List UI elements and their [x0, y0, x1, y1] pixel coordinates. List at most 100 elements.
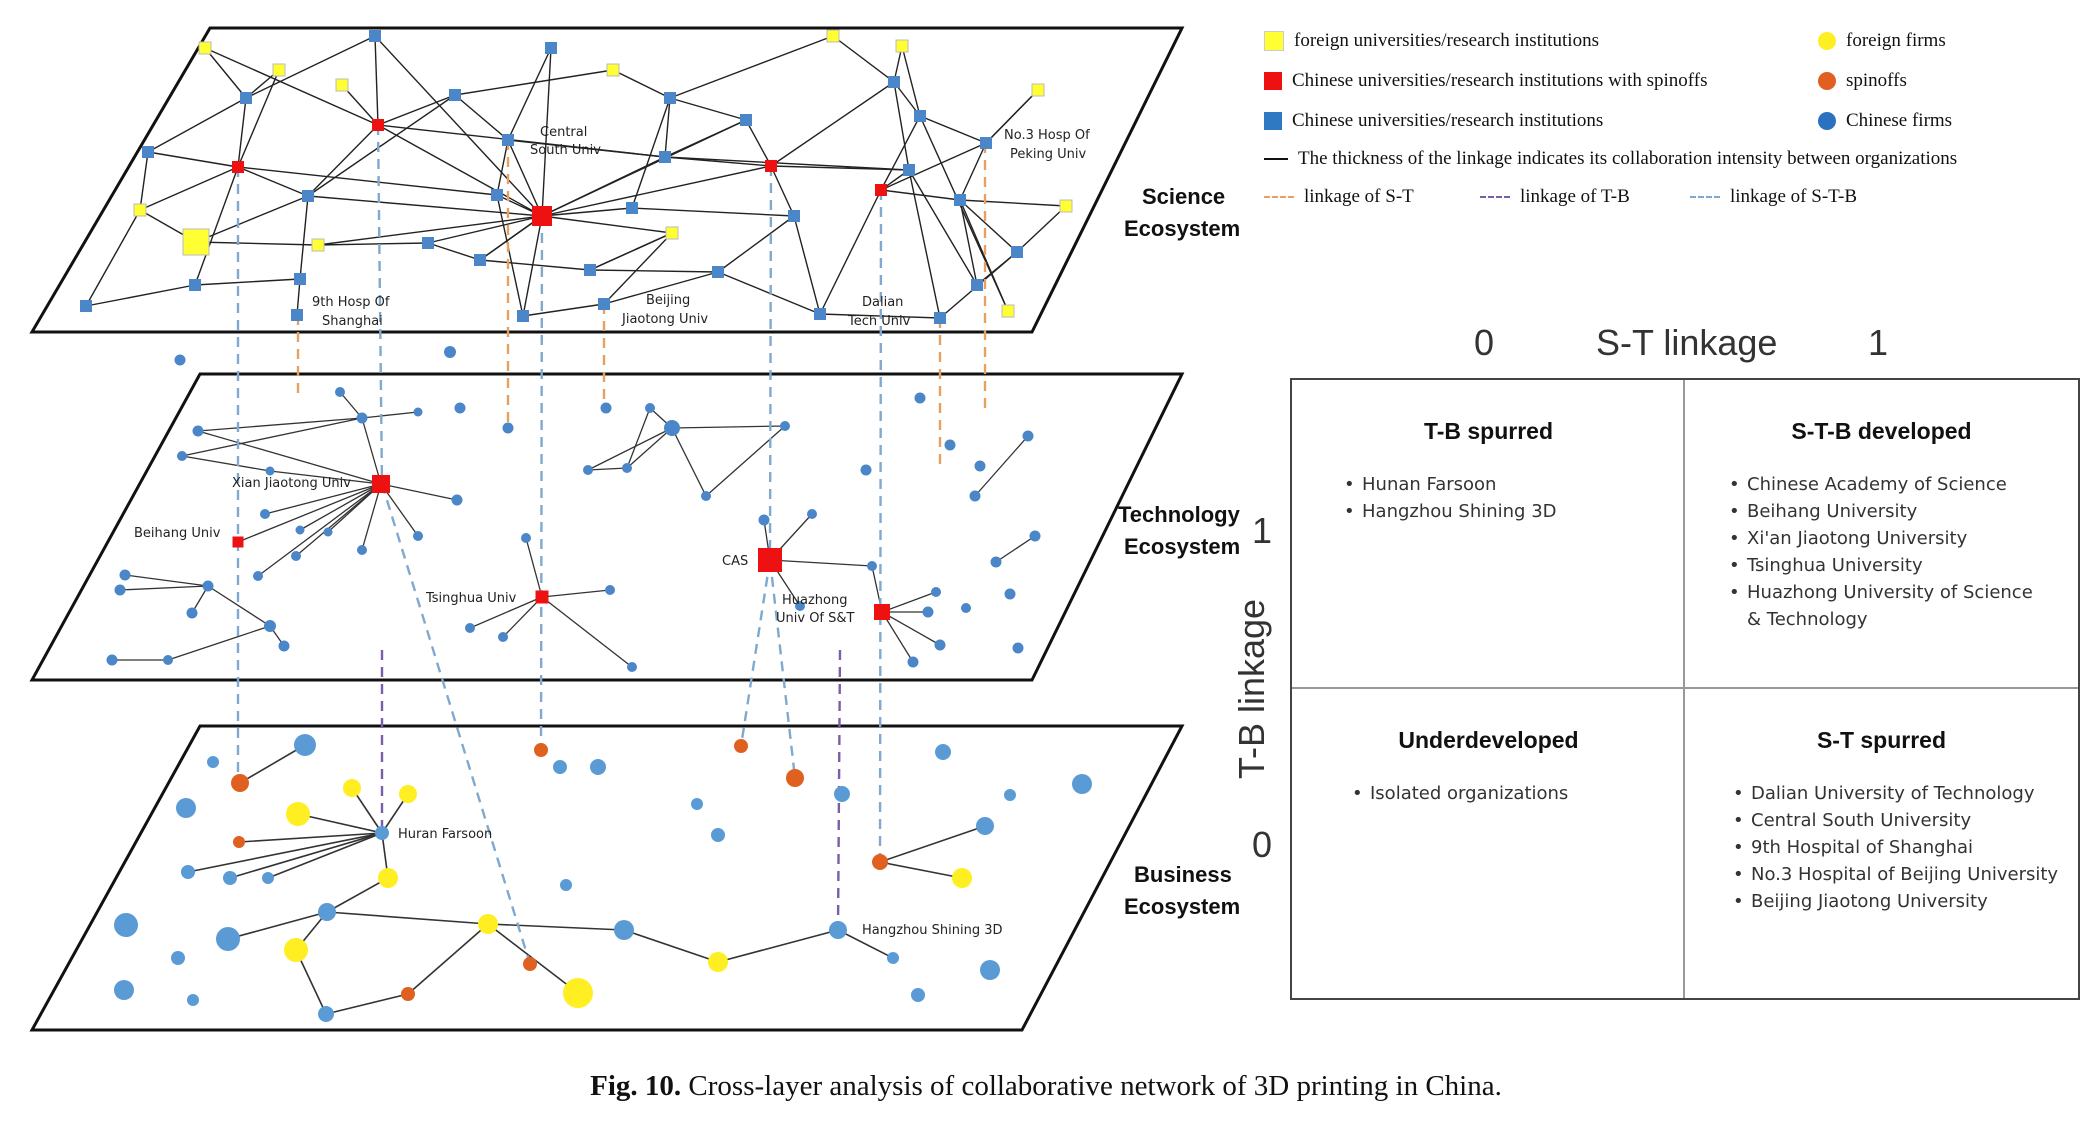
science-edge: [541, 47, 552, 217]
red-square-icon: [1264, 72, 1282, 90]
label-peking-hosp-1: No.3 Hosp Of: [1004, 128, 1090, 143]
technology-node: [1022, 430, 1034, 442]
science-edge: [507, 47, 552, 141]
business-node: [478, 914, 498, 934]
legend-chinese-firms-text: Chinese firms: [1846, 110, 1953, 131]
science-edge: [589, 232, 673, 271]
technology-ecosystem-label-2: Ecosystem: [1124, 534, 1240, 559]
cross-layer-link-stb: [376, 124, 384, 485]
business-edge: [351, 787, 383, 834]
cross-layer-links: [236, 124, 987, 965]
technology-edge: [207, 585, 271, 627]
business-edge: [407, 923, 489, 995]
label-dalian-1: Dalian: [862, 295, 903, 310]
science-edge: [819, 189, 882, 315]
science-node: [372, 119, 384, 131]
science-edge: [959, 199, 1009, 312]
technology-node: [202, 580, 214, 592]
blue-circle-icon: [1818, 112, 1836, 130]
business-edge: [717, 929, 839, 963]
science-edge: [377, 124, 666, 158]
business-node: [318, 903, 336, 921]
technology-node: [907, 656, 919, 668]
science-node: [903, 164, 915, 176]
science-node: [517, 310, 529, 322]
cross-layer-link-stb: [768, 559, 797, 779]
technology-node: [291, 551, 301, 561]
technology-node: [1029, 530, 1041, 542]
technology-node: [357, 545, 367, 555]
technology-edge: [361, 417, 382, 485]
technology-node: [177, 451, 187, 461]
technology-node: [990, 556, 1002, 568]
cell-st-spurred-title: S-T spurred: [1816, 727, 1947, 753]
business-node: [223, 871, 237, 885]
science-ecosystem-label-2: Ecosystem: [1124, 216, 1240, 241]
science-node: [740, 114, 752, 126]
technology-edge: [181, 455, 271, 472]
technology-node: [498, 632, 508, 642]
science-node: [545, 42, 557, 54]
legend-chinese-univ-spinoff: Chinese universities/research institutio…: [1264, 70, 1708, 92]
cell-underdeveloped-list: Isolated organizations: [1292, 780, 1685, 807]
science-edge: [427, 242, 481, 261]
science-edge: [770, 81, 895, 167]
science-edge: [832, 35, 895, 83]
list-item: Isolated organizations: [1352, 780, 1685, 807]
technology-edge: [502, 596, 543, 638]
legend-spinoffs-text: spinoffs: [1846, 70, 1907, 91]
technology-edge: [769, 559, 873, 567]
business-edge: [227, 911, 328, 940]
technology-node: [874, 604, 890, 620]
technology-node: [807, 509, 817, 519]
business-edge: [487, 923, 625, 931]
legend-thickness-note-text: The thickness of the linkage indicates i…: [1298, 148, 1958, 169]
business-node: [911, 988, 925, 1002]
business-node: [1004, 789, 1016, 801]
science-node: [502, 134, 514, 146]
technology-edge: [197, 417, 363, 432]
list-item: Beijing Jiaotong University: [1733, 888, 2078, 915]
technology-edge: [671, 425, 786, 429]
legend-thickness-note: The thickness of the linkage indicates i…: [1264, 148, 1957, 170]
science-node: [294, 273, 306, 285]
figure-caption: Fig. 10. Cross-layer analysis of collabo…: [0, 1070, 2092, 1103]
label-hangzhou-shining: Hangzhou Shining 3D: [862, 923, 1002, 938]
list-item-continuation: & Technology: [1747, 609, 1868, 630]
science-edge: [959, 199, 1067, 207]
science-node: [422, 237, 434, 249]
technology-nodes: [106, 346, 1041, 672]
label-huazhong-1: Huazhong: [782, 593, 848, 608]
science-node: [240, 92, 252, 104]
science-edge: [496, 194, 524, 317]
caption-label: Fig. 10.: [590, 1070, 682, 1102]
business-node: [887, 952, 899, 964]
science-edge: [377, 124, 543, 217]
technology-edge: [295, 483, 382, 557]
business-node: [114, 913, 138, 937]
technology-node: [253, 571, 263, 581]
technology-node: [260, 509, 270, 519]
x-axis-label: S-T linkage: [1596, 322, 1778, 363]
y-tick-0: 0: [1252, 824, 1273, 865]
science-edge: [204, 47, 247, 99]
business-node: [318, 1006, 334, 1022]
business-node: [378, 868, 398, 888]
science-edge: [770, 165, 795, 217]
science-node: [1011, 246, 1023, 258]
science-edge: [237, 166, 309, 197]
science-node: [474, 254, 486, 266]
science-node: [449, 89, 461, 101]
business-node: [284, 938, 308, 962]
linkage-matrix: T-B spurred Hunan Farsoon Hangzhou Shini…: [1290, 378, 2080, 1000]
business-node: [560, 879, 572, 891]
technology-node: [465, 623, 475, 633]
science-edge: [664, 97, 671, 158]
business-edges: [187, 744, 986, 1015]
list-item: Central South University: [1733, 807, 2078, 834]
science-node: [198, 41, 212, 55]
technology-edge: [541, 589, 611, 598]
business-node: [187, 994, 199, 1006]
science-edge: [669, 35, 834, 99]
technology-node: [413, 407, 423, 417]
